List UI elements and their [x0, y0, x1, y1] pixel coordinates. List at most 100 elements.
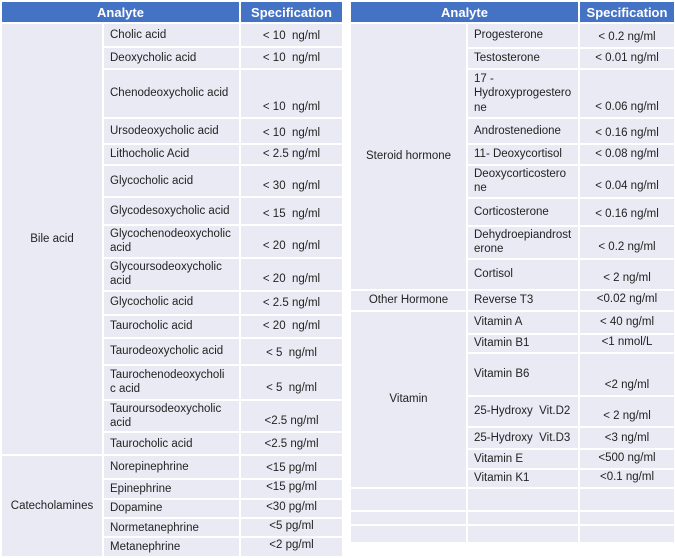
analyte-cell: Progesterone — [466, 22, 580, 49]
analyte-cell: Dehydroepiandrost erone — [466, 224, 580, 260]
spec-cell: < 10 ng/ml — [239, 68, 344, 119]
spec-cell: < 0.2 ng/ml — [578, 224, 675, 260]
analyte-cell: Vitamin B1 — [466, 332, 580, 354]
analyte-cell: Reverse T3 — [466, 288, 580, 312]
spec-cell — [578, 510, 675, 527]
analyte-cell — [466, 510, 580, 527]
analyte-cell: Glycocholic acid — [102, 289, 241, 316]
table-row: Deoxycholic acid < 10 ng/ml — [1, 46, 344, 70]
spec-cell: < 10 ng/ml — [239, 22, 344, 48]
table-row: Glycochenodeoxycholic acid < 20 ng/ml — [1, 224, 344, 259]
table-row: Glycoursodeoxycholic acid < 20 ng/ml — [1, 256, 344, 292]
table-row: Glycocholic acid < 30 ng/ml — [1, 164, 344, 198]
analyte-cell: Norepinephrine — [102, 454, 241, 481]
table-row: Tauroursodeoxycholic acid <2.5 ng/ml — [1, 398, 344, 434]
spec-cell: < 5 ng/ml — [239, 336, 344, 366]
spec-cell: < 0.06 ng/ml — [578, 68, 675, 119]
analyte-cell: Glycocholic acid — [102, 164, 241, 198]
table-row: Ursodeoxycholic acid < 10 ng/ml — [1, 117, 344, 145]
spec-cell: < 20 ng/ml — [239, 256, 344, 292]
table-row: Glycodesoxycholic acid < 15 ng/ml — [1, 196, 344, 226]
spec-cell — [578, 524, 675, 545]
spec-cell — [578, 487, 675, 513]
category-cell: Vitamin — [349, 309, 468, 490]
column-header-specification: Specification — [578, 0, 675, 24]
spec-cell: <0.02 ng/ml — [578, 288, 675, 312]
spec-cell: <2.5 ng/ml — [239, 398, 344, 434]
spec-cell: < 2 ng/ml — [578, 394, 675, 428]
spec-cell: < 5 ng/ml — [239, 363, 344, 401]
analyte-cell: Glycoursodeoxycholic acid — [102, 256, 241, 292]
analyte-cell: Vitamin K1 — [466, 467, 580, 490]
table-row: 25-Hydroxy Vit.D2 < 2 ng/ml — [350, 394, 675, 428]
table-row: Cortisol < 2 ng/ml — [350, 257, 675, 291]
spec-cell: <0.1 ng/ml — [578, 467, 675, 490]
spec-cell: < 10 ng/ml — [239, 46, 344, 70]
spec-cell: < 0.16 ng/ml — [578, 196, 675, 227]
spec-cell: < 10 ng/ml — [239, 117, 344, 145]
spec-cell: < 0.04 ng/ml — [578, 164, 675, 199]
analyte-cell: Vitamin E — [466, 447, 580, 470]
analyte-cell: Lithocholic Acid — [102, 143, 241, 166]
analyte-cell: Vitamin B6 — [466, 351, 580, 397]
analyte-cell: Taurocholic acid — [102, 313, 241, 339]
analyte-cell: Normetanephrine — [102, 516, 241, 539]
analyte-cell: Chenodeoxycholic acid — [102, 68, 241, 119]
table-row: Taurochenodeoxycholi c acid < 5 ng/ml — [1, 363, 344, 401]
column-header-analyte: Analyte — [349, 0, 580, 24]
table-row: Vitamin Vitamin A < 40 ng/ml — [349, 309, 675, 490]
spec-cell: <2 ng/ml — [578, 351, 675, 397]
table-row: Androstenedione < 0.16 ng/ml — [350, 117, 675, 145]
category-cell: Bile acid — [0, 21, 104, 457]
analyte-cell: Deoxycholic acid — [102, 46, 241, 70]
category-cell: Catecholamines — [0, 454, 104, 558]
table-row: Taurocholic acid <2.5 ng/ml — [1, 431, 344, 457]
analyte-cell: 25-Hydroxy Vit.D3 — [466, 425, 580, 450]
spec-cell: < 20 ng/ml — [239, 224, 344, 259]
table-row: Chenodeoxycholic acid < 10 ng/ml — [1, 68, 344, 119]
spec-cell: < 0.08 ng/ml — [578, 143, 675, 166]
spec-cell: <2 pg/ml — [239, 536, 344, 558]
table-row — [349, 487, 675, 513]
analyte-cell: Tauroursodeoxycholic acid — [102, 398, 241, 434]
table-row: 11- Deoxycortisol < 0.08 ng/ml — [350, 143, 675, 166]
analyte-cell: Cortisol — [466, 257, 580, 291]
table-row: Vitamin B1 <1 nmol/L — [350, 332, 675, 354]
right-header-row: Analyte Specification — [349, 0, 675, 24]
analyte-cell: Metanephrine — [102, 536, 241, 558]
analyte-cell: Androstenedione — [466, 117, 580, 145]
category-cell-empty — [349, 524, 468, 545]
analyte-cell — [466, 487, 580, 513]
spec-cell: < 30 ng/ml — [239, 164, 344, 198]
table-row: Steroid hormone Progesterone < 0.2 ng/ml — [349, 22, 675, 291]
analyte-cell: Testosterone — [466, 47, 580, 70]
table-row: Vitamin E <500 ng/ml — [350, 447, 675, 470]
category-cell: Other Hormone — [349, 288, 468, 312]
analyte-cell: 25-Hydroxy Vit.D2 — [466, 394, 580, 428]
spec-cell: <3 ng/ml — [578, 425, 675, 450]
analyte-cell: Dopamine — [102, 497, 241, 520]
table-row: Dehydroepiandrost erone < 0.2 ng/ml — [350, 224, 675, 260]
spec-cell: < 2 ng/ml — [578, 257, 675, 291]
left-table-body: Bile acid Cholic acid < 10 ng/ml Deoxycholi… — [0, 21, 344, 558]
table-row: Epinephrine <15 pg/ml — [1, 478, 344, 500]
analyte-cell: Taurochenodeoxycholi c acid — [102, 363, 241, 401]
table-row: Corticosterone < 0.16 ng/ml — [350, 196, 675, 227]
column-header-specification: Specification — [239, 0, 344, 24]
table-row: Lithocholic Acid < 2.5 ng/ml — [1, 143, 344, 166]
table-row: Deoxycorticostero ne < 0.04 ng/ml — [350, 164, 675, 199]
spec-cell: <1 nmol/L — [578, 332, 675, 354]
spec-cell: < 2.5 ng/ml — [239, 289, 344, 316]
table-row: Catecholamines Norepinephrine <15 pg/ml — [0, 454, 344, 558]
table-row: 25-Hydroxy Vit.D3 <3 ng/ml — [350, 425, 675, 450]
spec-cell: <15 pg/ml — [239, 478, 344, 500]
analyte-cell — [466, 524, 580, 545]
column-header-analyte: Analyte — [0, 0, 241, 24]
analyte-cell: Deoxycorticostero ne — [466, 164, 580, 199]
analyte-cell: Taurodeoxycholic acid — [102, 336, 241, 366]
spec-cell: < 15 ng/ml — [239, 196, 344, 226]
spec-cell: < 0.16 ng/ml — [578, 117, 675, 145]
spec-cell: <30 pg/ml — [239, 497, 344, 520]
right-table-body: Steroid hormone Progesterone < 0.2 ng/ml Te… — [349, 22, 675, 545]
